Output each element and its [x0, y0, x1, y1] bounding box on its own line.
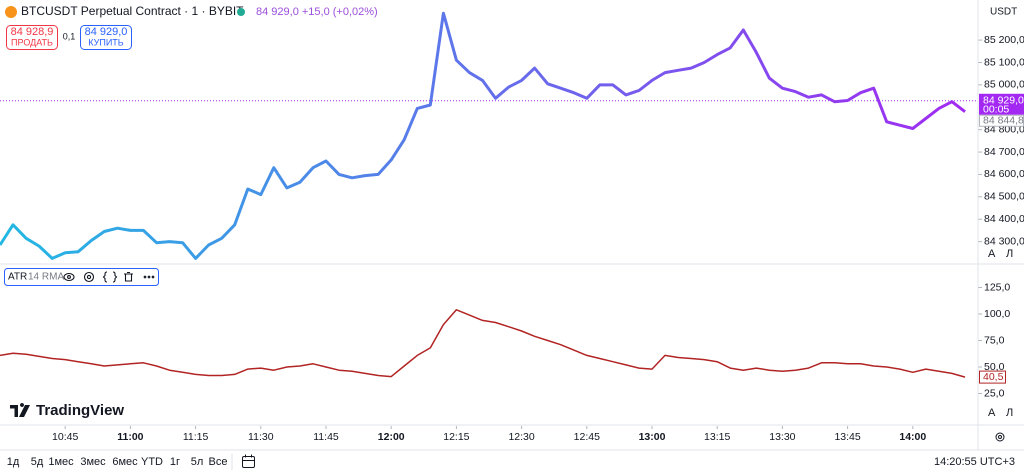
spread: 0,1	[63, 31, 76, 41]
range-button[interactable]: 5л	[191, 456, 204, 468]
y-tick-label: 85 000,0	[984, 79, 1024, 91]
plot	[0, 11, 982, 429]
y-tick-label: 85 100,0	[984, 56, 1024, 68]
x-tick-label: 11:00	[117, 431, 143, 443]
date-picker-icon[interactable]	[242, 454, 255, 468]
range-button[interactable]: YTD	[141, 456, 163, 468]
range-button[interactable]: 1г	[170, 456, 180, 468]
y-tick-label: 85 200,0	[984, 34, 1024, 46]
buy-label: КУПИТЬ	[88, 37, 123, 47]
y-tick-label: 75,0	[984, 334, 1005, 346]
last-price-tag	[979, 93, 1024, 115]
settings-icon-core	[998, 435, 1002, 439]
x-tick-label: 13:45	[834, 431, 860, 443]
x-tick-label: 12:00	[378, 431, 405, 443]
scale-button[interactable]: A	[988, 248, 996, 260]
x-tick-label: 11:45	[313, 431, 339, 443]
indicator-legend[interactable]	[4, 268, 159, 286]
y-tick-label: 84 700,0	[984, 146, 1024, 158]
x-tick-label: 13:15	[704, 431, 730, 443]
range-button[interactable]: 1д	[7, 456, 20, 468]
range-button[interactable]: 3мес	[80, 456, 106, 468]
symbol-title[interactable]: BTCUSDT Perpetual Contract · 1 · BYBIT	[21, 4, 244, 18]
y-tick-label: 25,0	[984, 387, 1005, 399]
last-value-label: 40,5	[983, 371, 1004, 383]
x-tick-label: 12:45	[574, 431, 600, 443]
last-price-label: 84 929,0	[983, 95, 1024, 107]
indicator-name: ATR	[8, 272, 27, 283]
logo[interactable]: TradingView	[10, 402, 124, 419]
symbol-icon	[5, 6, 17, 18]
currency[interactable]: USDT	[990, 7, 1017, 18]
scale-button[interactable]: Л	[1006, 248, 1013, 260]
y-tick-label: 84 500,0	[984, 191, 1024, 203]
y-tick-label: 84 300,0	[984, 235, 1024, 247]
clock[interactable]: 14:20:55 UTC+3	[934, 456, 1015, 468]
range-button[interactable]: 1мес	[48, 456, 74, 468]
range-button[interactable]: 6мес	[112, 456, 138, 468]
series-line	[0, 11, 966, 260]
other-price-label: 84 844,8	[983, 115, 1024, 127]
range-button[interactable]: 5д	[31, 456, 44, 468]
series-line	[0, 309, 966, 378]
legend-icons[interactable]	[63, 271, 155, 283]
y-tick-label: 100,0	[984, 308, 1010, 320]
quote: 84 929,0 +15,0 (+0,02%)	[256, 6, 378, 18]
y-tick-label: 50,0	[984, 361, 1005, 373]
x-tick-label: 12:30	[508, 431, 534, 443]
range-button[interactable]: Все	[209, 456, 228, 468]
market-status	[237, 8, 245, 16]
x-tick-label: 13:00	[639, 431, 666, 443]
y-tick-label: 125,0	[984, 281, 1010, 293]
x-tick-label: 11:30	[248, 431, 274, 443]
sell-price: 84 928,9	[11, 26, 54, 38]
x-tick-label: 11:15	[183, 431, 209, 443]
settings-icon[interactable]	[995, 432, 1005, 442]
buy-price: 84 929,0	[85, 26, 128, 38]
y-tick-label: 84 400,0	[984, 213, 1024, 225]
x-tick-label: 14:00	[899, 431, 926, 443]
scale-button[interactable]: A	[988, 407, 996, 419]
x-tick-label: 10:45	[52, 431, 78, 443]
x-tick-label: 13:30	[769, 431, 795, 443]
indicator-params: 14 RMA	[28, 272, 64, 283]
last-value-tag	[979, 370, 1006, 384]
y-tick-label: 84 600,0	[984, 168, 1024, 180]
x-tick-label: 12:15	[443, 431, 469, 443]
sell-button[interactable]	[6, 25, 58, 50]
countdown: 00:05	[983, 104, 1009, 116]
sell-label: ПРОДАТЬ	[11, 37, 53, 47]
buy-button[interactable]	[80, 25, 132, 50]
logo-text: TradingView	[36, 402, 124, 419]
scale-button[interactable]: Л	[1006, 407, 1013, 419]
